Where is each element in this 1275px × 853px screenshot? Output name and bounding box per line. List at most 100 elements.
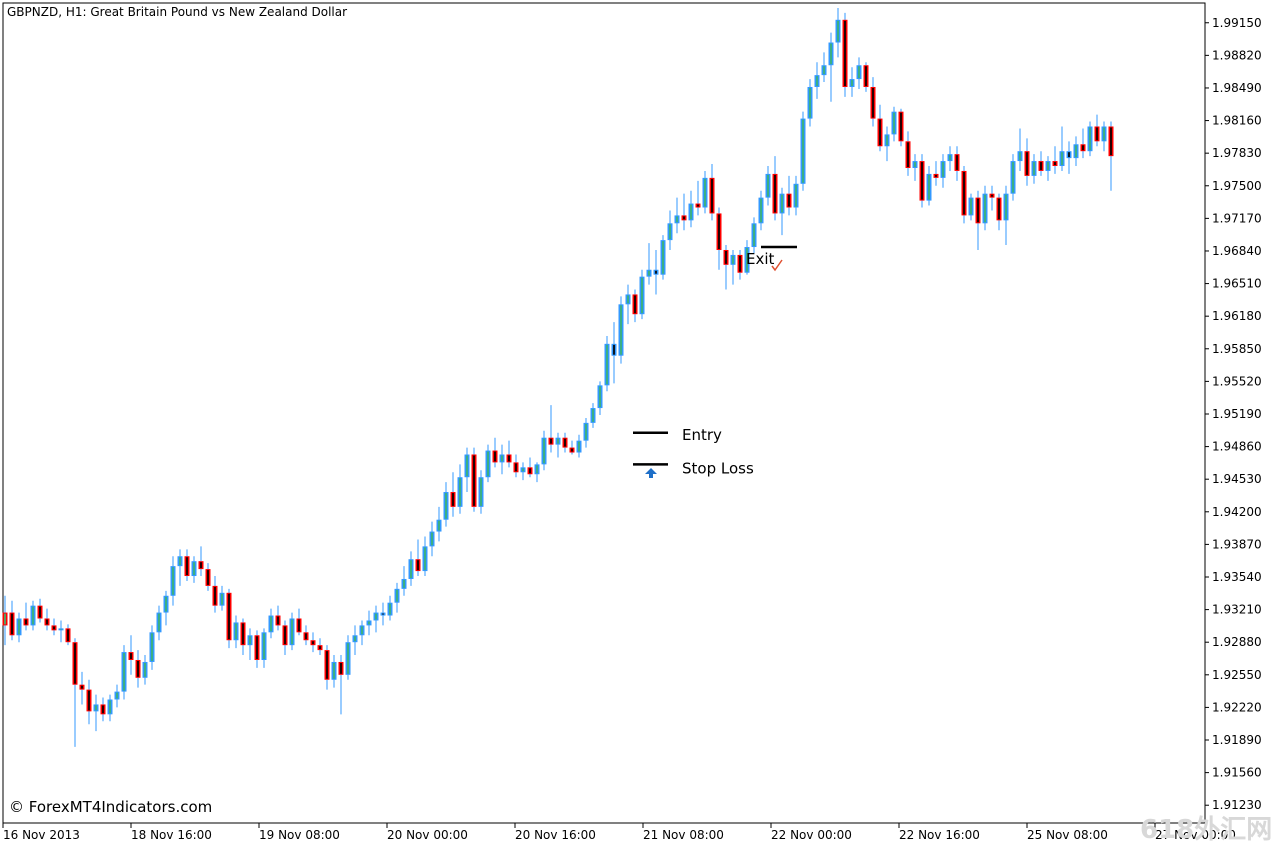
candle-body — [340, 662, 342, 674]
candle — [828, 32, 834, 102]
candle — [961, 166, 967, 224]
candle-body — [39, 606, 41, 618]
candle — [751, 217, 757, 253]
candle — [1024, 138, 1030, 186]
candle-body — [326, 651, 328, 679]
candle — [317, 638, 323, 656]
price-tick-label: 1.97830 — [1212, 146, 1262, 160]
candle — [380, 602, 386, 626]
candle — [597, 381, 603, 415]
candle-body — [837, 20, 839, 42]
candle-body — [767, 174, 769, 197]
candle — [156, 605, 162, 641]
price-tick-label: 1.93210 — [1212, 603, 1262, 617]
candle — [303, 625, 309, 646]
candle — [2, 595, 8, 646]
candle — [688, 190, 694, 228]
candle — [1017, 128, 1023, 171]
candle-body — [641, 277, 643, 314]
candle — [450, 472, 456, 517]
candle — [737, 249, 743, 280]
candle-body — [753, 224, 755, 247]
candle-body — [634, 295, 636, 314]
candle — [660, 235, 666, 280]
candle — [226, 588, 232, 649]
candle-body — [606, 344, 608, 385]
candle — [765, 166, 771, 206]
price-tick-label: 1.92220 — [1212, 700, 1262, 714]
candle-body — [270, 616, 272, 632]
candle — [422, 536, 428, 577]
candle-body — [578, 441, 580, 452]
candle — [65, 624, 71, 646]
candle-body — [998, 198, 1000, 220]
candle — [695, 180, 701, 216]
candle-body — [627, 295, 629, 304]
candle — [1010, 154, 1016, 201]
candle — [919, 154, 925, 208]
time-tick-label: 22 Nov 16:00 — [899, 828, 980, 842]
candle-body — [655, 270, 657, 274]
candle-body — [60, 629, 62, 630]
candle-body — [886, 135, 888, 146]
candle — [849, 67, 855, 97]
candle — [569, 440, 575, 455]
candle-body — [116, 692, 118, 699]
candle-body — [102, 705, 104, 714]
candle-body — [165, 596, 167, 612]
candle-body — [963, 171, 965, 215]
candle-body — [809, 87, 811, 118]
time-tick-label: 21 Nov 08:00 — [643, 828, 724, 842]
candle — [576, 434, 582, 458]
candle-body — [900, 112, 902, 141]
candle — [968, 193, 974, 221]
candle — [219, 585, 225, 611]
candle-body — [683, 216, 685, 220]
candle — [142, 655, 148, 685]
candle-body — [137, 660, 139, 677]
candle-body — [802, 119, 804, 183]
candle-body — [1061, 152, 1063, 166]
candle-body — [529, 468, 531, 474]
candle — [79, 671, 85, 705]
price-tick-label: 1.96180 — [1212, 309, 1262, 323]
candle-body — [1110, 127, 1112, 156]
candle-body — [46, 619, 48, 625]
candle — [702, 170, 708, 214]
candle-body — [1026, 152, 1028, 175]
candle-body — [1096, 127, 1098, 141]
candle — [1066, 141, 1072, 174]
candle-body — [347, 643, 349, 674]
price-tick-label: 1.98490 — [1212, 81, 1262, 95]
candle — [1108, 121, 1114, 191]
price-tick-label: 1.97500 — [1212, 179, 1262, 193]
candle-body — [893, 112, 895, 134]
candle-body — [284, 626, 286, 645]
candle-body — [1089, 127, 1091, 151]
candle-body — [480, 478, 482, 506]
candle-body — [228, 593, 230, 640]
candle — [513, 454, 519, 478]
candle — [177, 549, 183, 586]
candle-body — [67, 629, 69, 642]
candle-body — [319, 646, 321, 650]
candle-body — [487, 451, 489, 477]
candle-body — [816, 76, 818, 86]
candle — [912, 154, 918, 181]
candle — [506, 440, 512, 468]
candle — [443, 482, 449, 527]
candle-body — [242, 623, 244, 645]
candle-body — [459, 478, 461, 506]
candle-body — [186, 557, 188, 576]
candle — [583, 417, 589, 448]
candle-body — [732, 255, 734, 264]
candle-body — [599, 386, 601, 408]
candle-body — [620, 305, 622, 355]
price-tick-label: 1.92550 — [1212, 668, 1262, 682]
candle — [772, 156, 778, 221]
candle — [114, 684, 120, 708]
candle — [758, 190, 764, 231]
candle-body — [522, 468, 524, 472]
candle — [954, 146, 960, 181]
